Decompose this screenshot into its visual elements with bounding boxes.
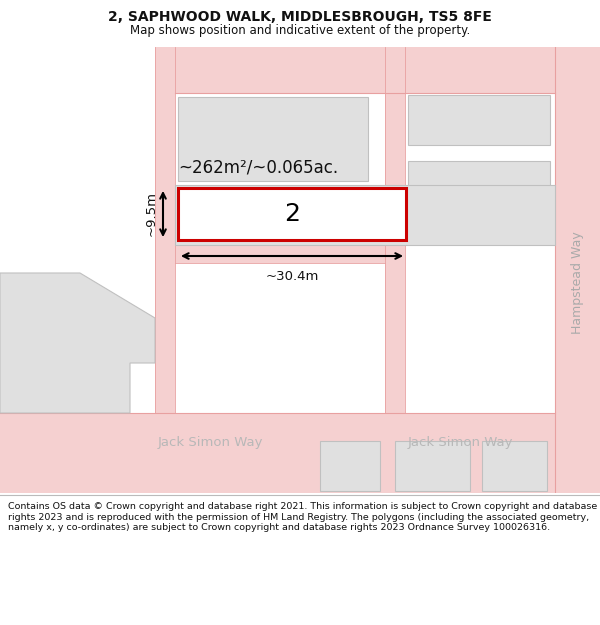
Text: ~30.4m: ~30.4m	[265, 270, 319, 283]
Bar	[178, 188, 406, 240]
Text: ~9.5m: ~9.5m	[145, 191, 158, 236]
Text: Jack Simon Way: Jack Simon Way	[407, 436, 513, 449]
Bar	[482, 441, 547, 491]
Bar	[175, 47, 555, 93]
Bar	[408, 95, 550, 145]
Bar	[385, 47, 405, 413]
Text: Hampstead Way: Hampstead Way	[571, 232, 584, 334]
Bar	[555, 47, 600, 493]
Polygon shape	[0, 273, 155, 413]
Text: 2, SAPHWOOD WALK, MIDDLESBROUGH, TS5 8FE: 2, SAPHWOOD WALK, MIDDLESBROUGH, TS5 8FE	[108, 11, 492, 24]
Bar	[395, 441, 470, 491]
Bar	[155, 47, 175, 413]
Text: 2: 2	[284, 202, 300, 226]
Bar	[178, 97, 368, 181]
Text: Contains OS data © Crown copyright and database right 2021. This information is : Contains OS data © Crown copyright and d…	[8, 503, 597, 532]
Bar	[175, 245, 385, 263]
Text: Jack Simon Way: Jack Simon Way	[157, 436, 263, 449]
Bar	[175, 185, 555, 245]
Text: ~262m²/~0.065ac.: ~262m²/~0.065ac.	[178, 159, 338, 177]
Bar	[0, 413, 555, 493]
Bar	[408, 161, 550, 221]
Text: Map shows position and indicative extent of the property.: Map shows position and indicative extent…	[130, 24, 470, 37]
Bar	[320, 441, 380, 491]
